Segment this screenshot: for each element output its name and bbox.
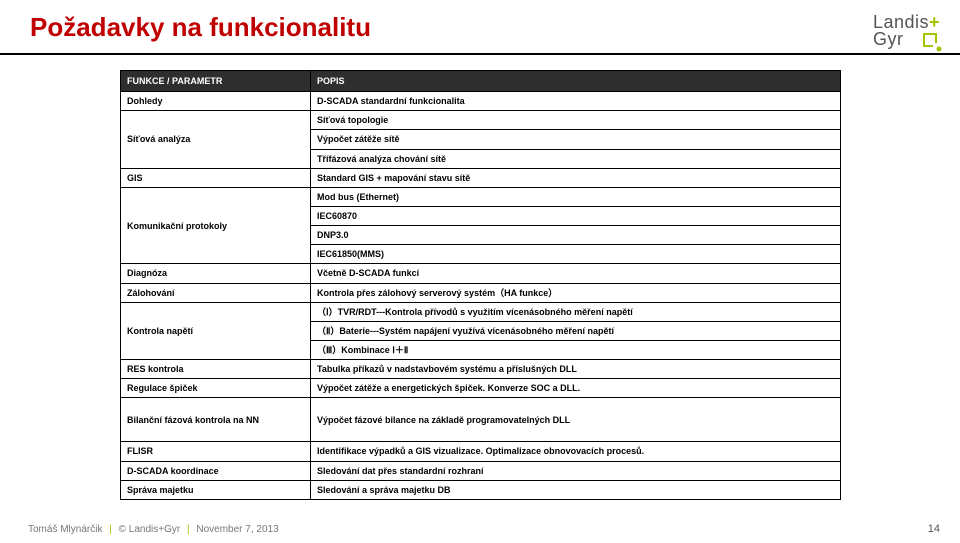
- cell-popis: Sledování dat přes standardní rozhraní: [311, 461, 841, 480]
- header-popis: POPIS: [311, 71, 841, 92]
- page-number: 14: [928, 523, 940, 535]
- cell-funkce: Zálohování: [121, 283, 311, 302]
- cell-popis: Výpočet fázové bilance na základě progra…: [311, 398, 841, 442]
- cell-popis: Mod bus (Ethernet): [311, 187, 841, 206]
- cell-popis: Kontrola přes zálohový serverový systém（…: [311, 283, 841, 302]
- logo: Landis+ Gyr: [873, 14, 940, 47]
- header-funkce: FUNKCE / PARAMETR: [121, 71, 311, 92]
- table-row: Síťová analýzaSíťová topologie: [121, 111, 841, 130]
- cell-funkce: Správa majetku: [121, 480, 311, 499]
- cell-popis: Včetně D-SCADA funkcí: [311, 264, 841, 283]
- table-row: RES kontrolaTabulka příkazů v nadstavbov…: [121, 360, 841, 379]
- table-row: ZálohováníKontrola přes zálohový servero…: [121, 283, 841, 302]
- cell-funkce: D-SCADA koordinace: [121, 461, 311, 480]
- cell-funkce: Kontrola napětí: [121, 302, 311, 359]
- cell-funkce: FLISR: [121, 442, 311, 461]
- footer-sep-icon: |: [109, 524, 112, 535]
- content-area: FUNKCE / PARAMETR POPIS DohledyD-SCADA s…: [120, 70, 840, 500]
- requirements-table: FUNKCE / PARAMETR POPIS DohledyD-SCADA s…: [120, 70, 841, 500]
- table-row: DiagnózaVčetně D-SCADA funkcí: [121, 264, 841, 283]
- table-row: D-SCADA koordinaceSledování dat přes sta…: [121, 461, 841, 480]
- cell-popis: Třífázová analýza chování sítě: [311, 149, 841, 168]
- cell-funkce: Bilanční fázová kontrola na NN: [121, 398, 311, 442]
- cell-popis: IEC60870: [311, 206, 841, 225]
- table-row: Bilanční fázová kontrola na NNVýpočet fá…: [121, 398, 841, 442]
- cell-popis: Tabulka příkazů v nadstavbovém systému a…: [311, 360, 841, 379]
- cell-popis: （Ⅱ）Baterie---Systém napájení využívá víc…: [311, 321, 841, 340]
- table-row: Správa majetkuSledování a správa majetku…: [121, 480, 841, 499]
- cell-funkce: Komunikační protokoly: [121, 187, 311, 264]
- cell-funkce: GIS: [121, 168, 311, 187]
- footer-author: Tomáš Mlynárčik: [28, 524, 102, 535]
- logo-line2: Gyr: [873, 29, 904, 49]
- table-row: GISStandard GIS + mapování stavu sítě: [121, 168, 841, 187]
- table-header-row: FUNKCE / PARAMETR POPIS: [121, 71, 841, 92]
- cell-popis: （Ⅰ）TVR/RDT---Kontrola přívodů s využitím…: [311, 302, 841, 321]
- cell-popis: Výpočet zátěže a energetických špiček. K…: [311, 379, 841, 398]
- cell-popis: DNP3.0: [311, 226, 841, 245]
- cell-popis: Síťová topologie: [311, 111, 841, 130]
- table-row: Kontrola napětí（Ⅰ）TVR/RDT---Kontrola pří…: [121, 302, 841, 321]
- cell-popis: Výpočet zátěže sítě: [311, 130, 841, 149]
- cell-popis: （Ⅲ）Kombinace Ⅰ＋Ⅱ: [311, 340, 841, 359]
- table-row: FLISRIdentifikace výpadků a GIS vizualiz…: [121, 442, 841, 461]
- cell-popis: IEC61850(MMS): [311, 245, 841, 264]
- footer-date: November 7, 2013: [196, 524, 278, 535]
- cell-funkce: Dohledy: [121, 92, 311, 111]
- page-title: Požadavky na funkcionalitu: [0, 12, 960, 43]
- table-row: Regulace špičekVýpočet zátěže a energeti…: [121, 379, 841, 398]
- logo-plus: +: [929, 12, 940, 32]
- footer: Tomáš Mlynárčik | © Landis+Gyr | Novembe…: [28, 524, 279, 535]
- cell-popis: D-SCADA standardní funkcionalita: [311, 92, 841, 111]
- cell-popis: Sledování a správa majetku DB: [311, 480, 841, 499]
- cell-popis: Standard GIS + mapování stavu sítě: [311, 168, 841, 187]
- logo-icon: [922, 32, 944, 54]
- cell-funkce: Diagnóza: [121, 264, 311, 283]
- cell-popis: Identifikace výpadků a GIS vizualizace. …: [311, 442, 841, 461]
- footer-sep-icon: |: [187, 524, 190, 535]
- table-row: DohledyD-SCADA standardní funkcionalita: [121, 92, 841, 111]
- cell-funkce: Síťová analýza: [121, 111, 311, 168]
- footer-company: © Landis+Gyr: [119, 524, 181, 535]
- title-bar: Požadavky na funkcionalitu: [0, 12, 960, 55]
- cell-funkce: Regulace špiček: [121, 379, 311, 398]
- table-row: Komunikační protokolyMod bus (Ethernet): [121, 187, 841, 206]
- cell-funkce: RES kontrola: [121, 360, 311, 379]
